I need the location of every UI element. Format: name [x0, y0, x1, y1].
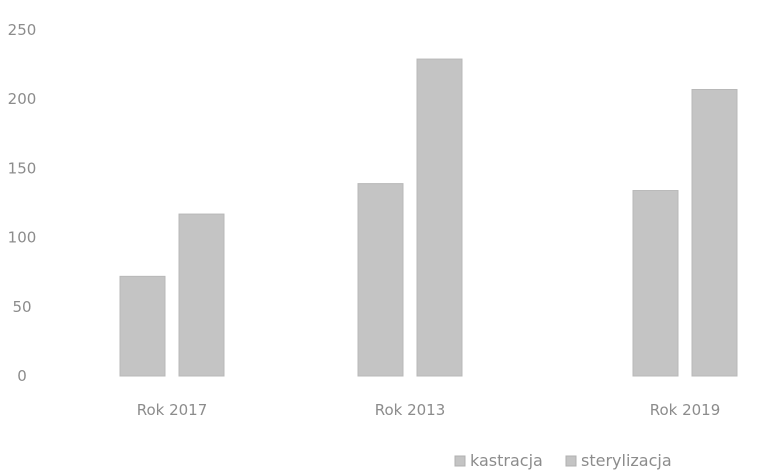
y-axis-ticks: 0 50 100 150 200 250 [8, 21, 37, 385]
y-tick-label: 150 [8, 159, 37, 177]
bar-kastracja-1 [357, 183, 404, 377]
legend: kastracja sterylizacja [454, 451, 672, 470]
x-axis-labels: Rok 2017 Rok 2013 Rok 2019 [137, 401, 721, 419]
bars-group [119, 58, 738, 377]
bar-kastracja-2 [632, 190, 679, 377]
x-category-label: Rok 2017 [137, 401, 208, 419]
y-tick-label: 0 [17, 367, 27, 385]
bar-sterylizacja-0 [178, 213, 225, 377]
y-tick-label: 200 [8, 90, 37, 108]
legend-swatch-sterylizacja [565, 455, 577, 467]
x-category-label: Rok 2013 [375, 401, 446, 419]
legend-swatch-kastracja [454, 455, 466, 467]
y-tick-label: 100 [8, 229, 37, 247]
bar-kastracja-0 [119, 275, 166, 377]
bar-sterylizacja-1 [416, 58, 463, 377]
bar-sterylizacja-2 [691, 89, 738, 377]
y-tick-label: 50 [12, 298, 31, 316]
legend-label-sterylizacja: sterylizacja [581, 451, 672, 470]
y-tick-label: 250 [8, 21, 37, 39]
x-category-label: Rok 2019 [650, 401, 721, 419]
legend-label-kastracja: kastracja [470, 451, 543, 470]
